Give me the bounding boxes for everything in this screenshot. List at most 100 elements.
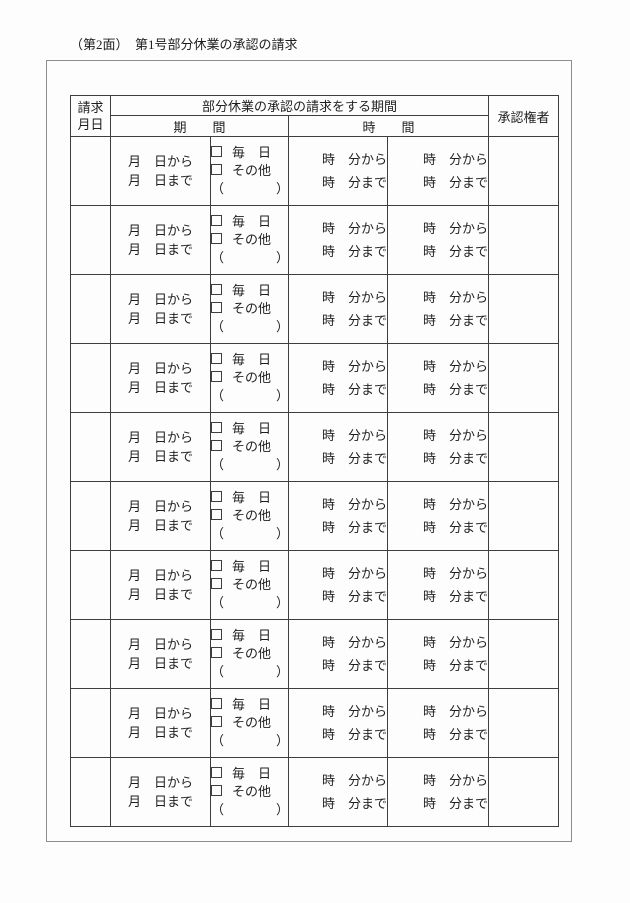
checkbox-everyday-icon: [211, 215, 222, 226]
period-type-cell: 毎 日 その他 （ ）: [210, 550, 289, 620]
time-from-label: 時 分から: [423, 704, 489, 719]
time-to-label: 時 分まで: [321, 727, 387, 742]
date-from-label: 月 日から: [127, 430, 193, 445]
date-to-label: 月 日まで: [127, 794, 193, 809]
other-detail-parens: （ ）: [211, 250, 289, 265]
time-to-label: 時 分まで: [423, 796, 489, 811]
time-slot2-cell: 時 分から 時 分まで: [386, 343, 490, 413]
table-row: 月 日から 月 日まで 毎 日 その他 （ ） 時 分から 時 分まで 時 分か…: [70, 550, 560, 620]
time-from-label: 時 分から: [321, 152, 387, 167]
everyday-label: 毎 日: [232, 283, 272, 298]
time-from-label: 時 分から: [423, 290, 489, 305]
time-slot1-cell: 時 分から 時 分まで: [288, 688, 388, 758]
other-option: その他: [211, 714, 288, 732]
page-title: （第2面） 第1号部分休業の承認の請求: [70, 37, 298, 52]
time-to-label: 時 分まで: [423, 520, 489, 535]
request-date-cell: [70, 550, 111, 620]
table-row: 月 日から 月 日まで 毎 日 その他 （ ） 時 分から 時 分まで 時 分か…: [70, 619, 560, 689]
time-to-label: 時 分まで: [321, 520, 387, 535]
request-date-cell: [70, 412, 111, 482]
table-row: 月 日から 月 日まで 毎 日 その他 （ ） 時 分から 時 分まで 時 分か…: [70, 205, 560, 275]
period-date-cell: 月 日から 月 日まで: [110, 136, 211, 206]
other-detail-parens: （ ）: [211, 181, 289, 196]
time-from-label: 時 分から: [423, 221, 489, 236]
header-time: 時 間: [287, 115, 490, 137]
everyday-option: 毎 日: [211, 282, 288, 300]
checkbox-other-icon: [211, 440, 222, 451]
everyday-label: 毎 日: [232, 352, 272, 367]
table-row: 月 日から 月 日まで 毎 日 その他 （ ） 時 分から 時 分まで 時 分か…: [70, 481, 560, 551]
other-label: その他: [232, 508, 272, 523]
period-type-cell: 毎 日 その他 （ ）: [210, 619, 289, 689]
date-from-label: 月 日から: [127, 706, 193, 721]
outer-frame: 請求 月日 部分休業の承認の請求をする期間 承認権者 期 間 時 間 月 日から…: [46, 60, 572, 842]
time-slot2-cell: 時 分から 時 分まで: [386, 688, 490, 758]
request-date-cell: [70, 205, 111, 275]
checkbox-everyday-icon: [211, 767, 222, 778]
checkbox-other-icon: [211, 578, 222, 589]
time-to-label: 時 分まで: [423, 382, 489, 397]
date-from-label: 月 日から: [127, 637, 193, 652]
table-row: 月 日から 月 日まで 毎 日 その他 （ ） 時 分から 時 分まで 時 分か…: [70, 757, 560, 827]
time-slot2-cell: 時 分から 時 分まで: [386, 205, 490, 275]
approver-cell: [488, 274, 560, 344]
everyday-option: 毎 日: [211, 489, 288, 507]
other-option: その他: [211, 645, 288, 663]
checkbox-other-icon: [211, 233, 222, 244]
time-slot1-cell: 時 分から 時 分まで: [288, 757, 388, 827]
approver-cell: [488, 343, 560, 413]
time-to-label: 時 分まで: [423, 451, 489, 466]
checkbox-everyday-icon: [211, 422, 222, 433]
period-type-cell: 毎 日 その他 （ ）: [210, 274, 289, 344]
everyday-option: 毎 日: [211, 213, 288, 231]
time-from-label: 時 分から: [423, 497, 489, 512]
header-period-group: 部分休業の承認の請求をする期間: [109, 95, 490, 116]
everyday-option: 毎 日: [211, 144, 288, 162]
date-from-label: 月 日から: [127, 292, 193, 307]
period-type-cell: 毎 日 その他 （ ）: [210, 205, 289, 275]
time-slot1-cell: 時 分から 時 分まで: [288, 619, 388, 689]
table-row: 月 日から 月 日まで 毎 日 その他 （ ） 時 分から 時 分まで 時 分か…: [70, 688, 560, 758]
header-request-date: 請求 月日: [70, 95, 111, 137]
date-to-label: 月 日まで: [127, 449, 193, 464]
other-detail-parens: （ ）: [211, 733, 289, 748]
time-slot2-cell: 時 分から 時 分まで: [386, 550, 490, 620]
period-date-cell: 月 日から 月 日まで: [110, 688, 211, 758]
time-slot1-cell: 時 分から 時 分まで: [288, 136, 388, 206]
time-slot1-cell: 時 分から 時 分まで: [288, 343, 388, 413]
date-to-label: 月 日まで: [127, 242, 193, 257]
request-date-cell: [70, 619, 111, 689]
time-to-label: 時 分まで: [321, 796, 387, 811]
time-from-label: 時 分から: [423, 152, 489, 167]
request-date-cell: [70, 757, 111, 827]
time-to-label: 時 分まで: [423, 727, 489, 742]
everyday-label: 毎 日: [232, 559, 272, 574]
date-to-label: 月 日まで: [127, 173, 193, 188]
time-to-label: 時 分まで: [423, 175, 489, 190]
checkbox-other-icon: [211, 164, 222, 175]
date-to-label: 月 日まで: [127, 656, 193, 671]
other-detail-parens: （ ）: [211, 595, 289, 610]
time-from-label: 時 分から: [321, 221, 387, 236]
checkbox-everyday-icon: [211, 146, 222, 157]
other-label: その他: [232, 301, 272, 316]
other-option: その他: [211, 507, 288, 525]
everyday-label: 毎 日: [232, 421, 272, 436]
other-option: その他: [211, 576, 288, 594]
checkbox-everyday-icon: [211, 698, 222, 709]
checkbox-other-icon: [211, 509, 222, 520]
table-row: 月 日から 月 日まで 毎 日 その他 （ ） 時 分から 時 分まで 時 分か…: [70, 136, 560, 206]
time-to-label: 時 分まで: [321, 658, 387, 673]
header-period: 期 間: [110, 115, 289, 137]
time-to-label: 時 分まで: [423, 589, 489, 604]
everyday-option: 毎 日: [211, 558, 288, 576]
time-to-label: 時 分まで: [321, 589, 387, 604]
period-date-cell: 月 日から 月 日まで: [110, 274, 211, 344]
period-date-cell: 月 日から 月 日まで: [110, 412, 211, 482]
time-to-label: 時 分まで: [423, 244, 489, 259]
everyday-option: 毎 日: [211, 765, 288, 783]
other-label: その他: [232, 715, 272, 730]
everyday-option: 毎 日: [211, 351, 288, 369]
period-type-cell: 毎 日 その他 （ ）: [210, 688, 289, 758]
